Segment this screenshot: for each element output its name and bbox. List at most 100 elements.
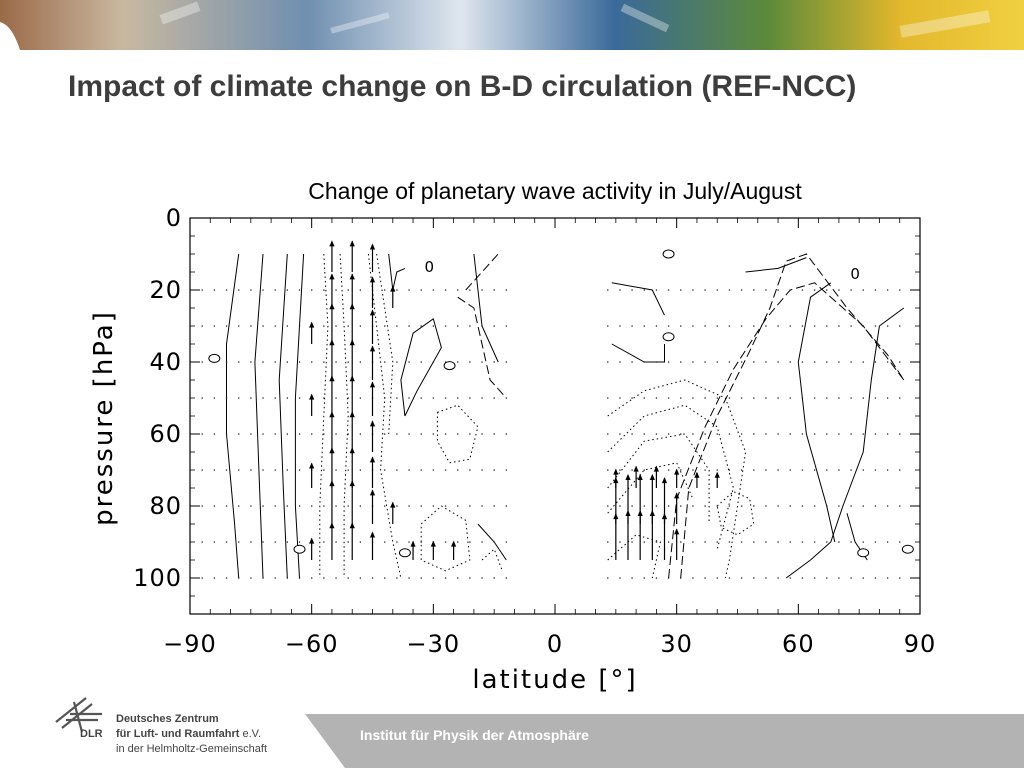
grid-dot: [667, 289, 670, 291]
grid-dot: [444, 397, 447, 399]
grid-dot: [862, 325, 864, 327]
grid-dot: [201, 577, 203, 579]
grid-dot: [347, 541, 349, 543]
dotted-contour: [420, 505, 471, 572]
flux-arrow-head: [309, 321, 315, 328]
grid-dot: [359, 361, 362, 363]
grid-dot: [432, 469, 435, 471]
flux-arrow-head: [349, 303, 355, 310]
grid-dot: [286, 325, 289, 327]
grid-dot: [692, 397, 694, 399]
solid-contour: [611, 282, 665, 316]
x-tick-label: −30: [407, 630, 461, 658]
grid-dot: [250, 505, 252, 507]
grid-dot: [789, 289, 791, 291]
grid-dot: [667, 541, 670, 543]
grid-dot: [335, 361, 337, 363]
grid-dot: [704, 325, 706, 327]
grid-dot: [801, 469, 804, 471]
grid-dot: [201, 289, 203, 291]
grid-dot: [886, 577, 889, 579]
flux-arrow-head: [369, 456, 376, 463]
grid-dot: [789, 433, 791, 435]
grid-dot: [826, 577, 828, 579]
grid-dot: [213, 289, 216, 291]
grid-dot: [298, 325, 301, 327]
grid-dot: [631, 469, 633, 471]
grid-dot: [619, 325, 621, 327]
grid-dot: [493, 289, 495, 291]
grid-dot: [886, 541, 889, 543]
dotted-contour: [481, 548, 503, 571]
grid-dot: [619, 469, 621, 471]
grid-dot: [274, 325, 276, 327]
grid-dot: [274, 505, 276, 507]
flux-arrow-head: [369, 309, 376, 316]
grid-dot: [680, 577, 682, 579]
grid-dot: [631, 361, 633, 363]
grid-dot: [813, 325, 816, 327]
flux-arrow-head: [369, 345, 376, 352]
grid-dot: [728, 361, 731, 363]
zero-marker: [662, 332, 675, 342]
grid-dot: [655, 361, 658, 363]
grid-dot: [655, 325, 658, 327]
grid-dot: [469, 397, 471, 399]
grid-dot: [493, 577, 495, 579]
flux-arrow-head: [637, 510, 643, 517]
grid-dot: [225, 289, 228, 291]
grid-dot: [765, 433, 767, 435]
grid-dot: [444, 577, 447, 579]
footer-band: [305, 714, 1024, 768]
dlr-logo-icon: [55, 697, 102, 733]
grid-dot: [643, 325, 645, 327]
grid-dot: [250, 469, 252, 471]
grid-dot: [826, 325, 828, 327]
grid-dot: [274, 361, 276, 363]
grid-dot: [347, 469, 349, 471]
grid-dot: [225, 325, 228, 327]
solid-contour: [294, 253, 305, 579]
grid-dot: [432, 289, 435, 291]
grid-dot: [753, 289, 755, 291]
slide-title: Impact of climate change on B-D circulat…: [68, 70, 857, 103]
plot-border: [189, 217, 921, 615]
grid-dot: [420, 397, 422, 399]
grid-dot: [716, 361, 718, 363]
grid-dot: [493, 325, 495, 327]
grid-dot: [607, 433, 609, 435]
grid-dot: [850, 397, 852, 399]
grid-dot: [838, 541, 840, 543]
grid-dot: [874, 541, 877, 543]
grid-dot: [396, 433, 398, 435]
grid-dot: [457, 397, 459, 399]
grid-dot: [850, 577, 852, 579]
grid-dot: [826, 469, 828, 471]
dashed-contour: [680, 253, 905, 579]
grid-dot: [862, 577, 864, 579]
dotted-contour: [607, 404, 734, 550]
grid-dot: [789, 397, 791, 399]
grid-dot: [838, 397, 840, 399]
grid-dot: [359, 505, 362, 507]
grid-dot: [874, 289, 877, 291]
grid-dot: [899, 289, 901, 291]
grid-dot: [396, 541, 398, 543]
grid-dot: [396, 469, 398, 471]
grid-dot: [765, 361, 767, 363]
grid-dot: [505, 397, 508, 399]
grid-dot: [643, 469, 645, 471]
grid-dot: [444, 289, 447, 291]
grid-dot: [801, 577, 804, 579]
grid-dot: [396, 361, 398, 363]
grid-dot: [704, 577, 706, 579]
grid-dot: [886, 361, 889, 363]
flux-arrow-head: [349, 480, 355, 487]
grid-dot: [286, 289, 289, 291]
grid-dot: [692, 505, 694, 507]
grid-dot: [886, 289, 889, 291]
grid-dot: [813, 433, 816, 435]
grid-dot: [728, 505, 731, 507]
grid-dot: [862, 361, 864, 363]
